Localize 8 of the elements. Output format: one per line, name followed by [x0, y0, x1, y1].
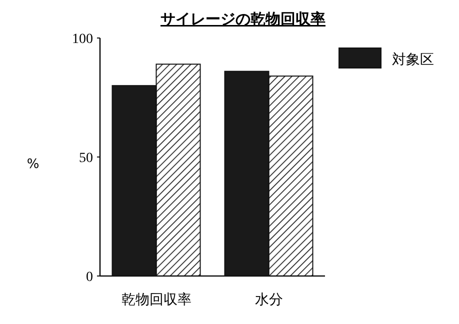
- y-tick-label: 100: [72, 32, 93, 47]
- y-tick-label: 0: [86, 270, 93, 285]
- legend-label: 対象区: [392, 52, 434, 68]
- chart-title: サイレージの乾物回収率: [160, 10, 326, 28]
- y-tick-label: 50: [79, 151, 93, 166]
- x-tick-label: 水分: [254, 292, 283, 308]
- x-tick-label: 乾物回収率: [121, 292, 192, 308]
- y-axis-title: %: [26, 157, 40, 172]
